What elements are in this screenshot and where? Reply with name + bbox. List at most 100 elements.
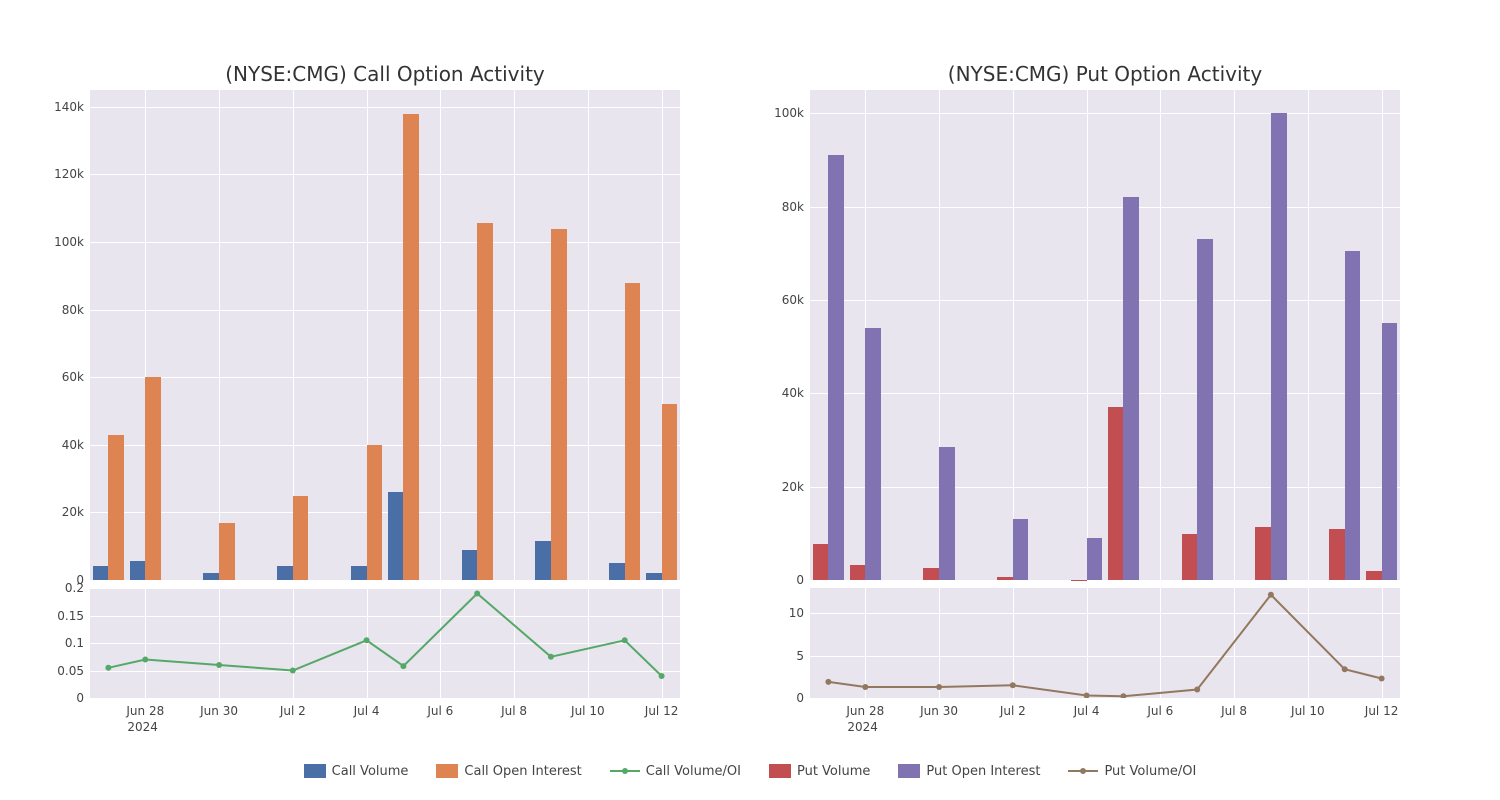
put-ratio-line-marker <box>1194 687 1200 693</box>
plot-background <box>90 90 680 580</box>
x-tick-label: Jun 28 <box>846 698 884 718</box>
x-tick-label: Jul 4 <box>1074 698 1100 718</box>
grid-line <box>1308 90 1309 580</box>
grid-line <box>1013 90 1014 580</box>
legend-label: Put Volume/OI <box>1104 764 1196 779</box>
legend-swatch <box>436 764 458 778</box>
legend-label: Put Volume <box>797 764 870 779</box>
legend-swatch <box>769 764 791 778</box>
put-ratio-line-marker <box>862 684 868 690</box>
call-ratio-line-marker <box>290 668 296 674</box>
grid-line <box>90 445 680 446</box>
call-ratio-line-marker <box>400 663 406 669</box>
y-tick-label: 80k <box>62 303 90 317</box>
x-tick-label: Jun 30 <box>920 698 958 718</box>
y-tick-label: 10 <box>789 606 810 620</box>
x-year-label: 2024 <box>127 720 158 734</box>
call-volume-bar <box>462 550 478 580</box>
put-volume-bar <box>923 568 939 580</box>
plot-background <box>810 90 1400 580</box>
put-ratio-line-marker <box>1084 693 1090 699</box>
grid-line <box>810 393 1400 394</box>
y-tick-label: 0.15 <box>57 609 90 623</box>
put-ratio-line-marker <box>825 679 831 685</box>
right-top-panel: (NYSE:CMG) Put Option Activity 020k40k60… <box>810 90 1400 580</box>
put-volume-bar <box>813 544 829 580</box>
figure: (NYSE:CMG) Call Option Activity 0 20k 40k 6… <box>0 0 1500 800</box>
left-chart-title: (NYSE:CMG) Call Option Activity <box>90 62 680 86</box>
y-tick-label: 0.2 <box>65 581 90 595</box>
call-ratio-line-marker <box>474 591 480 597</box>
left-top-panel: (NYSE:CMG) Call Option Activity 020k40k6… <box>90 90 680 580</box>
y-tick-label: 20k <box>62 505 90 519</box>
y-tick-label: 0.05 <box>57 664 90 678</box>
x-year-label: 2024 <box>847 720 878 734</box>
y-tick-label: 60k <box>782 293 810 307</box>
legend-item: Call Open Interest <box>436 764 581 779</box>
put-volume-bar <box>997 577 1013 580</box>
call-volume-bar <box>93 566 109 580</box>
x-tick-label: Jul 12 <box>645 698 679 718</box>
y-tick-label: 60k <box>62 370 90 384</box>
put-ratio-line-marker <box>1342 666 1348 672</box>
x-tick-label: Jun 28 <box>126 698 164 718</box>
left-bottom-panel: 00.050.10.150.2Jun 28Jun 30Jul 2Jul 4Jul… <box>90 588 680 698</box>
legend-label: Call Volume <box>332 764 409 779</box>
call-oi-bar <box>367 445 383 580</box>
put-ratio-line-marker <box>1379 676 1385 682</box>
legend-item: Put Volume/OI <box>1068 764 1196 779</box>
call-ratio-line-marker <box>548 654 554 660</box>
call-ratio-line-marker <box>105 665 111 671</box>
grid-line <box>1087 90 1088 580</box>
x-tick-label: Jul 4 <box>354 698 380 718</box>
y-tick-label: 40k <box>62 438 90 452</box>
put-oi-bar <box>1271 113 1287 580</box>
put-volume-bar <box>1329 529 1345 580</box>
legend-line-swatch <box>1068 764 1098 778</box>
y-tick-label: 5 <box>796 649 810 663</box>
put-oi-bar <box>1345 251 1361 580</box>
call-volume-bar <box>646 573 662 580</box>
call-oi-bar <box>403 114 419 580</box>
y-tick-label: 0 <box>796 573 810 587</box>
put-oi-bar <box>1382 323 1398 580</box>
x-tick-label: Jul 8 <box>1221 698 1247 718</box>
legend-swatch <box>898 764 920 778</box>
grid-line <box>1160 90 1161 580</box>
call-ratio-line <box>108 594 661 677</box>
call-ratio-line-layer <box>90 588 680 698</box>
grid-line <box>810 207 1400 208</box>
put-volume-bar <box>1108 407 1124 580</box>
grid-line <box>90 107 680 108</box>
legend-label: Call Volume/OI <box>646 764 741 779</box>
x-tick-label: Jul 10 <box>571 698 605 718</box>
legend-item: Call Volume/OI <box>610 764 741 779</box>
call-volume-bar <box>388 492 404 580</box>
y-tick-label: 140k <box>54 100 90 114</box>
call-oi-bar <box>551 229 567 580</box>
call-volume-bar <box>609 563 625 580</box>
x-tick-label: Jul 2 <box>280 698 306 718</box>
grid-line <box>440 90 441 580</box>
legend-label: Call Open Interest <box>464 764 581 779</box>
put-ratio-line-marker <box>1268 592 1274 598</box>
put-oi-bar <box>865 328 881 580</box>
x-tick-label: Jul 12 <box>1365 698 1399 718</box>
put-ratio-line-marker <box>1010 682 1016 688</box>
legend: Call Volume Call Open Interest Call Volume… <box>0 764 1500 783</box>
x-tick-label: Jul 2 <box>1000 698 1026 718</box>
y-tick-label: 80k <box>782 200 810 214</box>
x-tick-label: Jul 8 <box>501 698 527 718</box>
put-ratio-line-marker <box>1120 693 1126 698</box>
grid-line <box>90 377 680 378</box>
put-volume-bar <box>850 565 866 580</box>
grid-line <box>810 580 1400 581</box>
grid-line <box>90 242 680 243</box>
put-volume-bar <box>1255 527 1271 580</box>
call-oi-bar <box>145 377 161 580</box>
right-chart-title: (NYSE:CMG) Put Option Activity <box>810 62 1400 86</box>
put-oi-bar <box>828 155 844 580</box>
call-volume-bar <box>277 566 293 580</box>
grid-line <box>514 90 515 580</box>
grid-line <box>90 580 680 581</box>
